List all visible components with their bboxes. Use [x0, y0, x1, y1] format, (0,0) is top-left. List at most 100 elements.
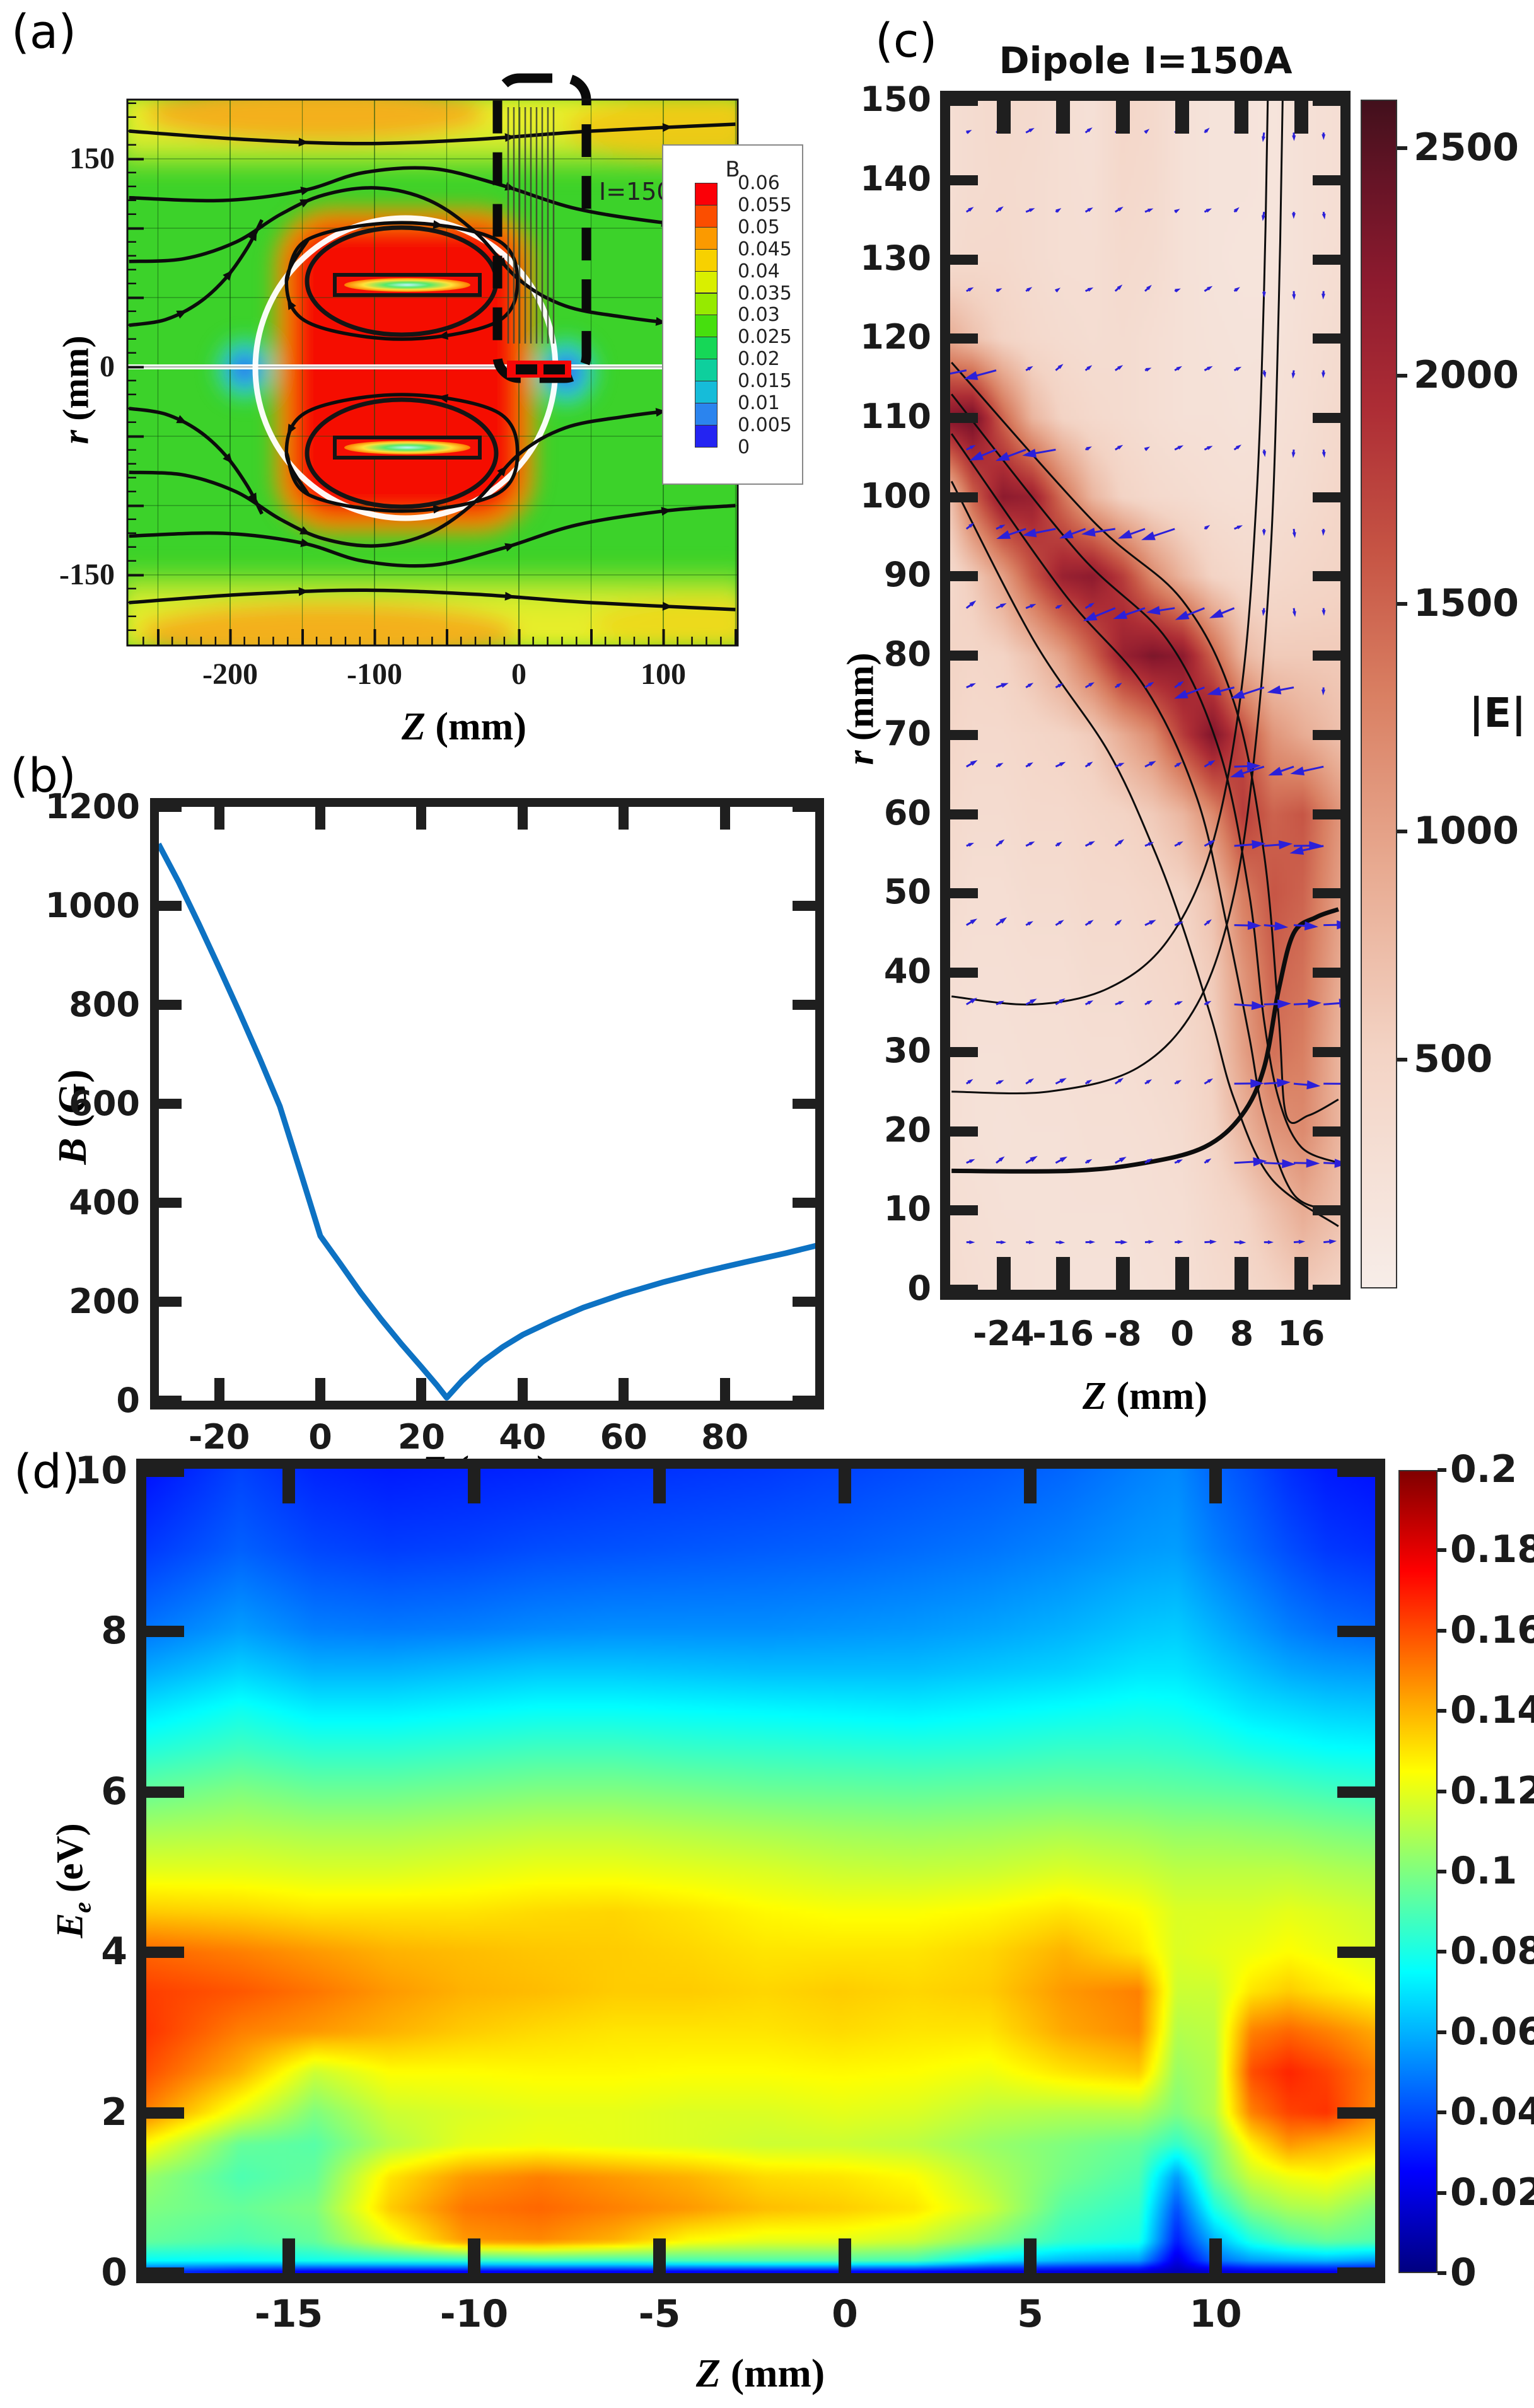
- c-cbtick: [1397, 830, 1407, 833]
- tick-label: 2500: [1414, 125, 1519, 170]
- d-cbtick: [1438, 1789, 1446, 1793]
- c-title: Dipole I=150A: [999, 39, 1293, 82]
- d-cbtick: [1438, 1950, 1446, 1954]
- c-xtick-top: [1056, 101, 1071, 134]
- a-legend-value: 0.035: [738, 282, 792, 304]
- a-streamline: [284, 393, 520, 513]
- c-xtick-top: [1294, 101, 1308, 134]
- b-ytick: [159, 802, 182, 812]
- b-ytick-right: [793, 802, 815, 812]
- tick-label: 0.02: [1450, 2170, 1534, 2214]
- tick-label: 0.2: [1450, 1447, 1518, 1491]
- panel-a-label: (a): [11, 5, 77, 59]
- a-streamline: [129, 407, 264, 515]
- d-xtick: [653, 2238, 666, 2273]
- a-streamline: [129, 405, 736, 548]
- a-coil-lower: [305, 397, 499, 509]
- d-ytick: [146, 1466, 184, 1477]
- b-ytick: [159, 1000, 182, 1010]
- a-legend-value: 0.03: [738, 304, 780, 327]
- c-ytick-right: [1313, 412, 1340, 423]
- tick-label: 1200: [45, 787, 140, 826]
- c-xtick-top: [1115, 101, 1130, 134]
- d-xtick-top: [282, 1469, 295, 1503]
- a-legend-color-1: [695, 204, 718, 228]
- a-legend-color-4: [695, 270, 718, 294]
- c-ytick-right: [1313, 96, 1340, 107]
- tick-label: 10: [1189, 2292, 1242, 2336]
- a-legend-value: 0.055: [738, 194, 792, 216]
- c-field-line: [951, 393, 1339, 1164]
- b-ytick: [159, 1198, 182, 1208]
- c-ytick-right: [1313, 254, 1340, 265]
- c-ytick-right: [1313, 888, 1340, 899]
- b-ytick-right: [793, 901, 815, 911]
- a-streamline: [129, 504, 736, 568]
- tick-label: 0.12: [1450, 1768, 1534, 1813]
- a-ylabel: r (mm): [55, 335, 96, 444]
- a-legend-color-9: [695, 381, 718, 403]
- a-colormap: [127, 100, 738, 645]
- b-ytick: [159, 1297, 182, 1307]
- tick-label: -20: [188, 1417, 250, 1457]
- a-axis-ticks: [127, 102, 737, 645]
- d-ytick-right: [1337, 1466, 1375, 1477]
- tick-label: 8: [101, 1609, 127, 1653]
- c-ytick-right: [1313, 1046, 1340, 1057]
- c-field-line: [951, 101, 1269, 1006]
- b-curve: [156, 842, 817, 1401]
- c-ytick-right: [1313, 968, 1340, 978]
- a-streamline: [129, 186, 736, 328]
- c-field-line: [951, 101, 1284, 1094]
- d-ytick-right: [1337, 2267, 1375, 2279]
- b-ytick: [159, 1396, 182, 1406]
- c-xlabel: Z (mm): [1083, 1375, 1207, 1418]
- tick-label: 150: [69, 142, 115, 175]
- tick-label: -10: [439, 2292, 509, 2336]
- tick-label: 0: [832, 2292, 858, 2336]
- c-ytick: [950, 1285, 978, 1295]
- tick-label: -5: [638, 2292, 681, 2336]
- b-ytick: [159, 1099, 182, 1109]
- a-legend-color-3: [695, 248, 718, 272]
- d-xtick: [1209, 2238, 1222, 2273]
- tick-label: 6: [101, 1769, 127, 1814]
- b-ytick-right: [793, 1000, 815, 1010]
- c-ytick-right: [1313, 571, 1340, 582]
- c-xtick: [1175, 1257, 1189, 1290]
- d-cbtick: [1438, 1870, 1446, 1873]
- c-ytick: [950, 333, 978, 344]
- tick-label: 80: [883, 634, 931, 674]
- c-field-line-thick: [951, 907, 1339, 1174]
- a-legend-value: 0.04: [738, 260, 780, 282]
- tick-label: 1000: [1414, 809, 1519, 853]
- a-probe-array-lines: [507, 107, 555, 344]
- d-xtick-top: [1209, 1469, 1222, 1503]
- c-ytick-right: [1313, 492, 1340, 502]
- panel-b-label: (b): [10, 749, 76, 803]
- tick-label: 20: [883, 1109, 931, 1150]
- a-xlabel: Z (mm): [402, 705, 526, 748]
- d-heatmap-canvas: [146, 1469, 1375, 2273]
- a-legend-title: B: [725, 157, 740, 182]
- tick-label: 130: [860, 238, 931, 278]
- b-xtick-top: [214, 807, 224, 830]
- d-xtick: [282, 2238, 295, 2273]
- a-legend-value: 0.005: [738, 414, 792, 436]
- c-xtick: [996, 1257, 1011, 1290]
- d-xtick-top: [468, 1469, 480, 1503]
- c-ytick-right: [1313, 809, 1340, 819]
- a-streamlines: [129, 122, 736, 611]
- b-ytick-right: [793, 1396, 815, 1406]
- c-cbtick: [1397, 374, 1407, 378]
- tick-label: 2000: [1414, 353, 1519, 397]
- tick-label: 0: [100, 350, 115, 383]
- c-ytick: [950, 571, 978, 582]
- a-legend-color-0: [695, 183, 718, 205]
- d-xlabel: Z (mm): [695, 2351, 825, 2395]
- d-ytick: [146, 1626, 184, 1638]
- a-legend-value: 0.025: [738, 326, 792, 349]
- tick-label: 0: [116, 1381, 140, 1420]
- b-ytick-right: [793, 1198, 815, 1208]
